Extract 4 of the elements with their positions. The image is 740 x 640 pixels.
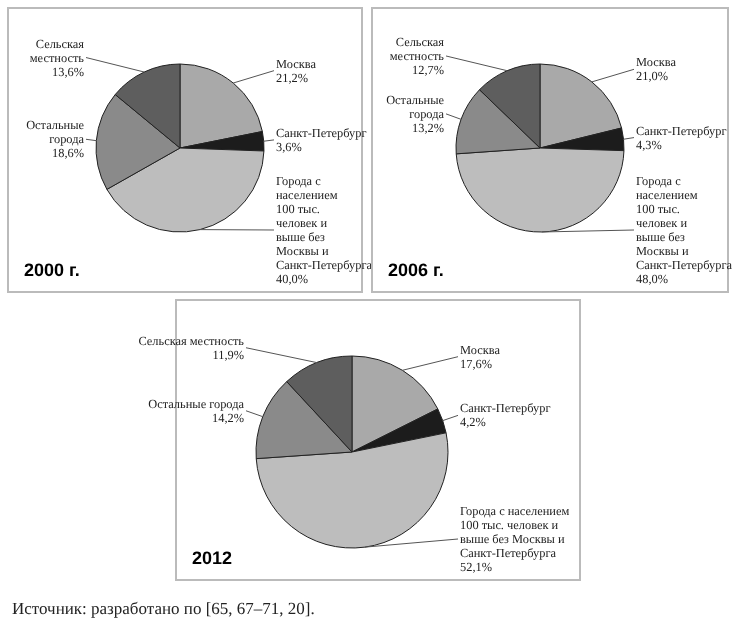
text: 2012 [192,548,233,568]
text: 2000 г. [24,260,80,280]
text: 2006 г. [388,260,444,280]
text: Источник: разработано по [65, 67–71, 20]. [12,598,315,618]
